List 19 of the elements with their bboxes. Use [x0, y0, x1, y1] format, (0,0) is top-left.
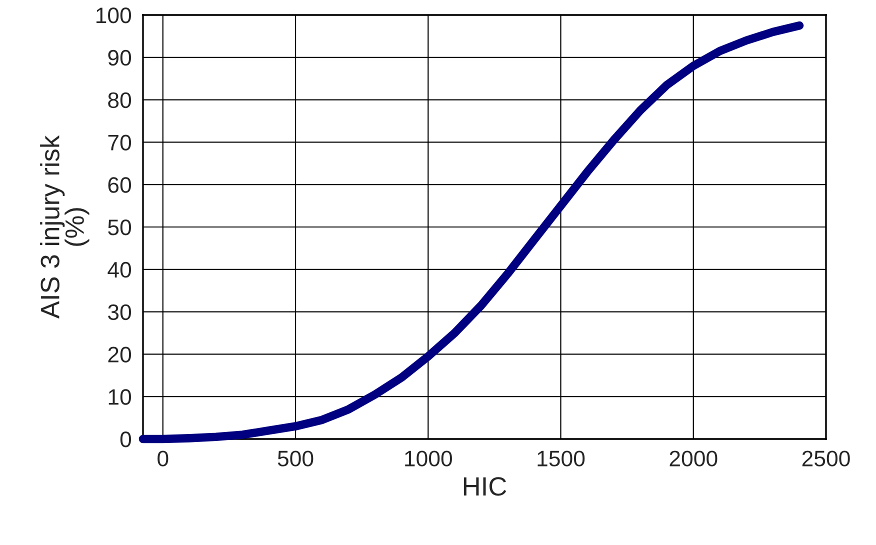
y-tick-label: 0: [120, 432, 132, 448]
x-axis-title: HIC: [464, 477, 506, 496]
y-tick-label: 100: [96, 8, 132, 24]
x-tick-label: 1000: [405, 450, 452, 466]
y-tick-label: 60: [108, 177, 132, 193]
y-axis-title: AIS 3 injury risk (%): [40, 135, 90, 319]
x-tick-label: 2500: [802, 450, 850, 466]
x-tick-label: 2000: [670, 450, 718, 466]
y-tick-label: 50: [108, 220, 132, 236]
y-tick-label: 30: [108, 304, 132, 320]
y-tick-label: 20: [108, 346, 132, 362]
y-tick-label: 10: [108, 389, 132, 405]
x-tick-label: 1500: [538, 450, 585, 466]
x-tick-label: 0: [158, 450, 168, 466]
y-tick-label: 70: [108, 134, 132, 150]
y-tick-label: 90: [108, 50, 132, 66]
x-tick-label: 500: [278, 450, 314, 466]
y-tick-label: 40: [108, 262, 132, 278]
y-tick-label: 80: [108, 92, 132, 108]
